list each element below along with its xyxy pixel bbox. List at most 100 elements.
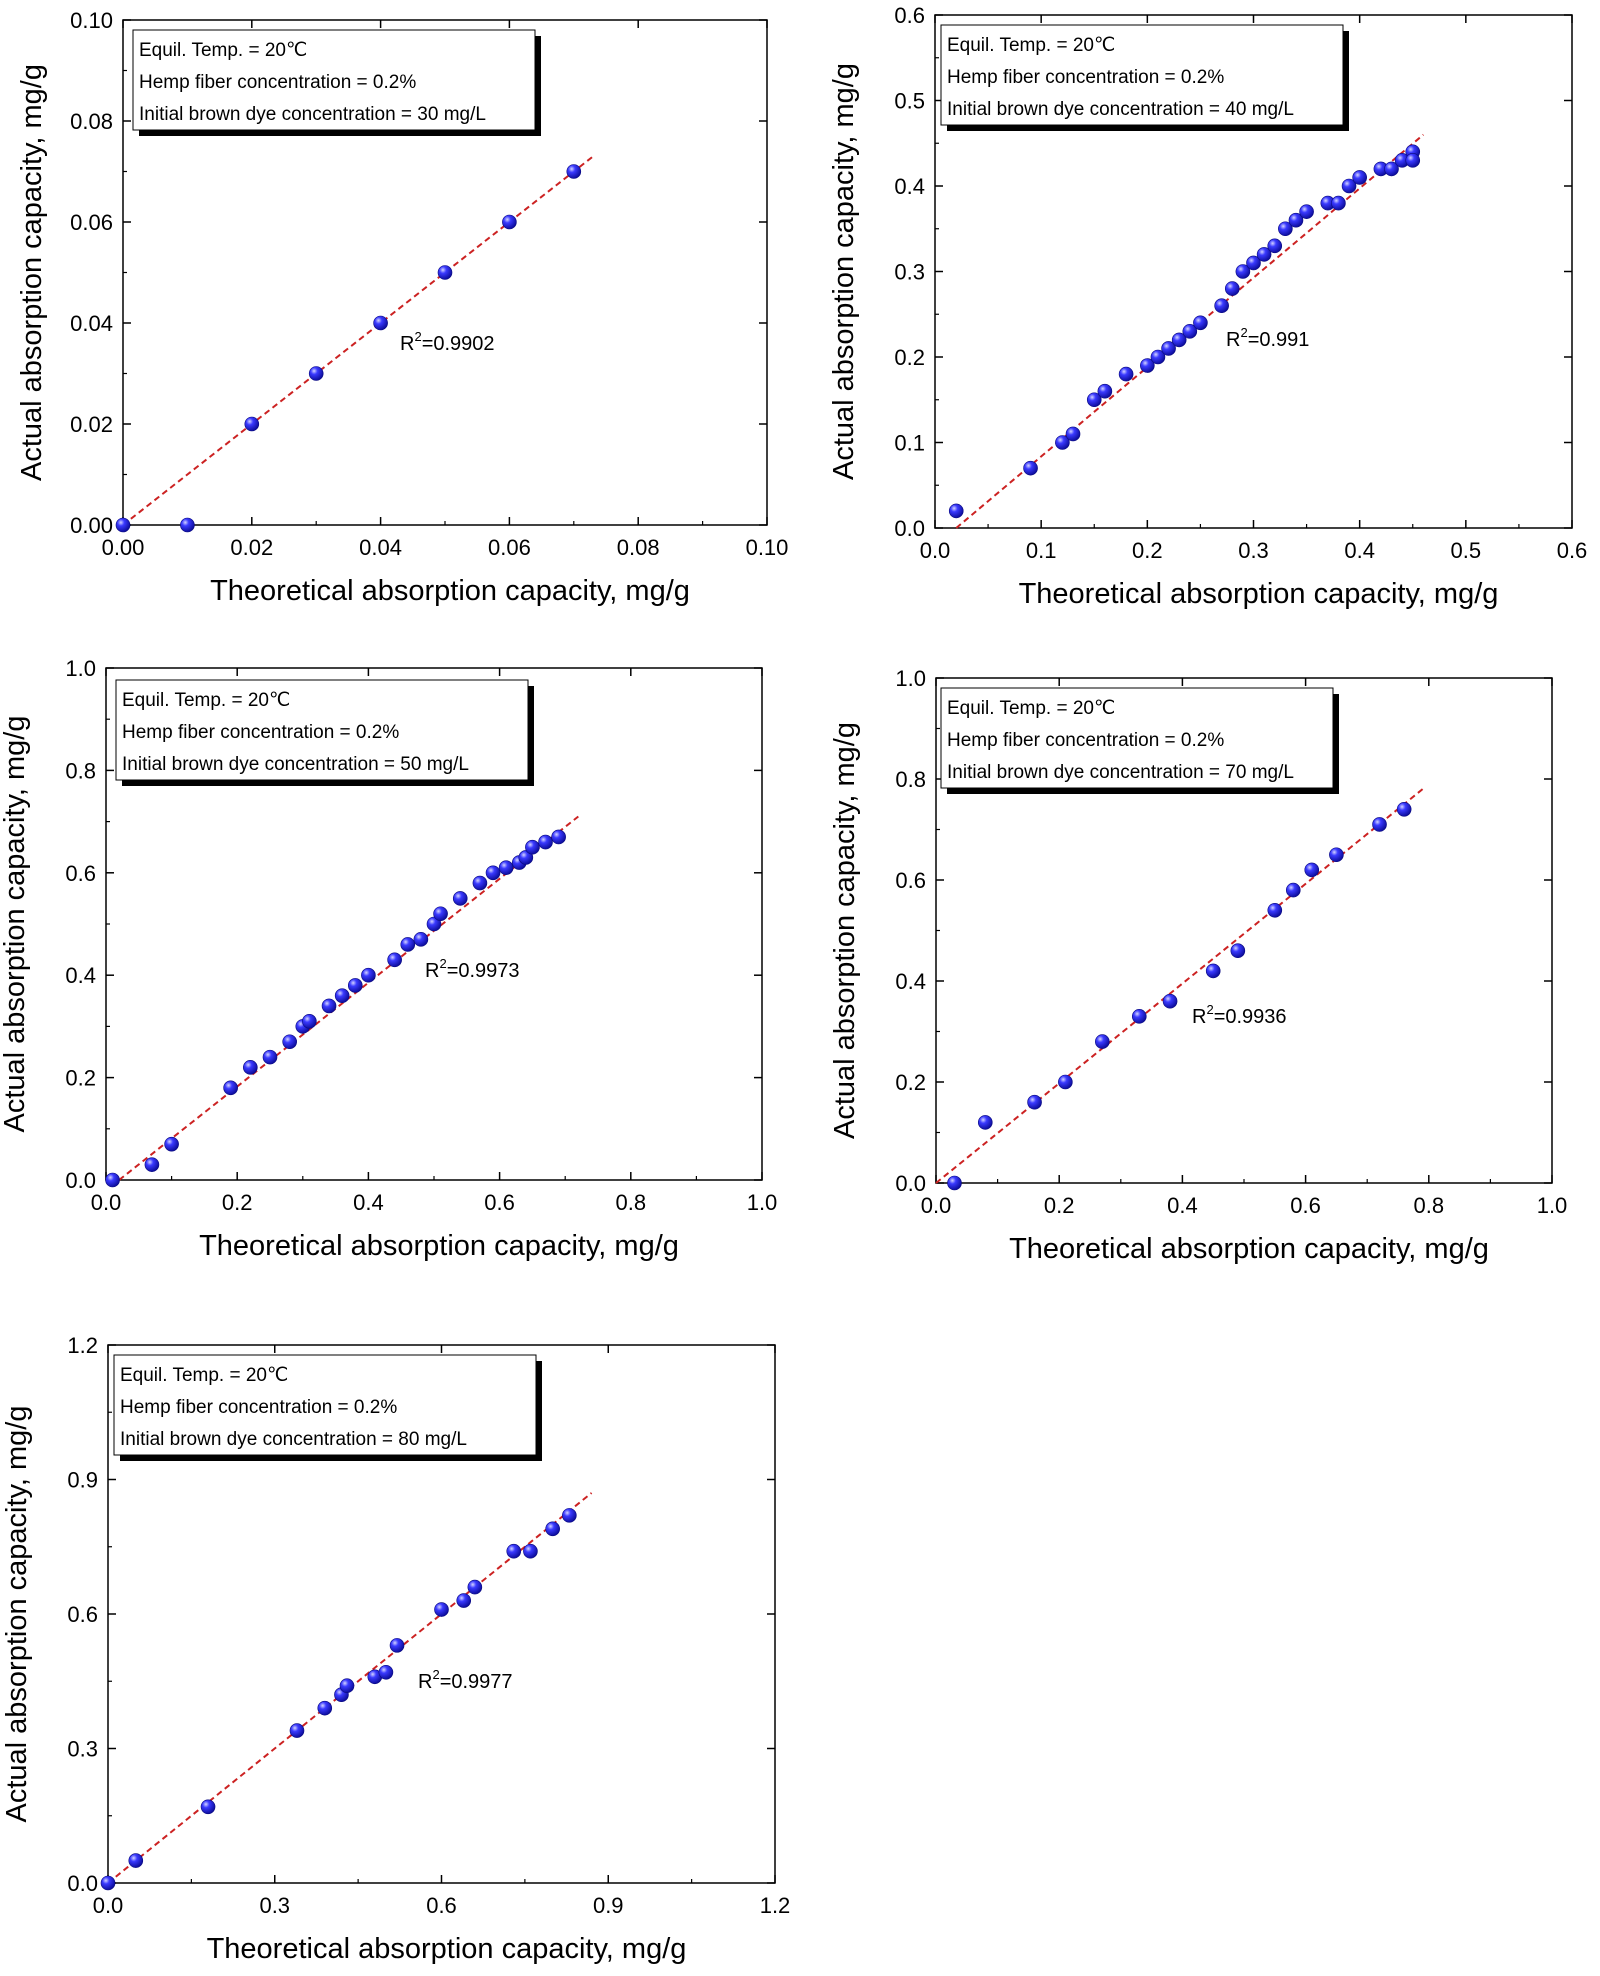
data-point [361, 967, 376, 983]
legend-entry: Equil. Temp. = 20℃ [947, 698, 1115, 719]
data-point [282, 1034, 297, 1050]
data-point [1285, 882, 1301, 898]
data-point [1278, 221, 1293, 237]
data-point [373, 315, 388, 331]
data-point [506, 1543, 522, 1559]
data-point [566, 164, 582, 179]
data-point [389, 1638, 405, 1653]
y-tick-label: 1.0 [895, 666, 926, 691]
y-tick-label: 0.04 [70, 311, 113, 336]
data-point [1396, 801, 1412, 817]
legend-box [115, 679, 529, 781]
data-point [1182, 324, 1198, 339]
data-point [223, 1080, 238, 1096]
data-point [1205, 963, 1221, 979]
y-tick-label: 0.4 [894, 174, 925, 199]
data-point [502, 214, 517, 230]
y-tick-label: 0.2 [65, 1066, 96, 1091]
data-point [1288, 212, 1304, 228]
data-point [1372, 817, 1387, 832]
y-tick-label: 0.00 [70, 513, 113, 538]
y-tick-label: 0.1 [894, 431, 925, 456]
legend-entry: Hemp fiber concentration = 0.2% [139, 72, 416, 93]
y-tick-label: 0.4 [65, 963, 96, 988]
chart-panel-4: 0.0 0.2 0.4 0.6 0.8 1.0 0.0 0.2 0.4 0.6 0.8 1.0 Theo… [829, 666, 1567, 1265]
x-tick-label: 0.4 [1167, 1193, 1198, 1218]
y-tick-label: 1.2 [67, 1333, 98, 1358]
legend-entry: Initial brown dye concentration = 80 mg/… [120, 1429, 467, 1450]
x-tick-label: 0.6 [426, 1893, 457, 1918]
data-point [437, 265, 453, 280]
y-tick-label: 1.0 [65, 656, 96, 681]
data-point [128, 1853, 144, 1868]
data-point [413, 932, 429, 947]
y-tick-label: 0.6 [895, 868, 926, 893]
data-point [308, 366, 324, 381]
x-tick-label: 0.2 [222, 1190, 253, 1215]
legend-entry: Equil. Temp. = 20℃ [947, 35, 1115, 56]
data-point [302, 1013, 317, 1029]
data-point [334, 988, 350, 1003]
data-point [562, 1508, 577, 1523]
data-point [948, 503, 964, 519]
y-tick-label: 0.0 [67, 1871, 98, 1896]
y-axis-title: Actual absorption capacity, mg/g [1, 1406, 33, 1823]
x-tick-label: 0.04 [359, 535, 402, 560]
y-tick-label: 0.4 [895, 969, 926, 994]
x-tick-label: 1.2 [760, 1893, 791, 1918]
data-point [1384, 161, 1399, 177]
data-point [1299, 204, 1314, 219]
data-point [1027, 1094, 1042, 1110]
data-point [1304, 862, 1320, 878]
x-axis-title: Theoretical absorption capacity, mg/g [207, 1933, 687, 1965]
y-tick-label: 0.10 [70, 8, 113, 33]
x-tick-label: 0.1 [1026, 538, 1057, 563]
data-point [144, 1157, 160, 1172]
fit-line [122, 155, 594, 526]
legend-box [940, 687, 1334, 789]
data-point [1193, 315, 1208, 331]
fit-line [935, 788, 1424, 1184]
data-point [400, 937, 416, 952]
legend-entry: Initial brown dye concentration = 70 mg/… [947, 762, 1294, 783]
data-point [485, 865, 501, 881]
x-tick-label: 0.3 [259, 1893, 290, 1918]
data-point [472, 875, 488, 891]
data-point [1224, 281, 1240, 296]
chart-panel-1: 0.00 0.02 0.04 0.06 0.08 0.10 0.00 0.02 0.04 0.06… [16, 8, 788, 607]
chart-panel-5: 0.0 0.3 0.6 0.9 1.2 0.0 0.3 0.6 0.9 1.2 Theoretica… [1, 1333, 790, 1965]
x-tick-label: 0.4 [1344, 538, 1375, 563]
x-tick-label: 0.2 [1132, 538, 1163, 563]
legend-box [132, 29, 536, 131]
legend-box [940, 24, 1344, 126]
data-point [244, 416, 260, 432]
data-point [1161, 341, 1176, 356]
x-tick-label: 0.6 [1557, 538, 1588, 563]
y-tick-label: 0.0 [894, 516, 925, 541]
x-tick-label: 0.9 [593, 1893, 624, 1918]
legend-entry: Equil. Temp. = 20℃ [139, 40, 307, 61]
data-point [518, 850, 534, 865]
r-squared-label: R2=0.9973 [425, 956, 520, 982]
r-squared-label: R2=0.9936 [1192, 1002, 1287, 1028]
x-tick-label: 0.6 [484, 1190, 515, 1215]
x-axis-title: Theoretical absorption capacity, mg/g [1019, 578, 1499, 610]
y-axis-title: Actual absorption capacity, mg/g [0, 716, 31, 1133]
data-point [1086, 392, 1102, 408]
data-point [1352, 170, 1367, 185]
data-point [452, 891, 468, 906]
data-point [1329, 847, 1344, 863]
y-tick-label: 0.6 [894, 3, 925, 28]
x-tick-label: 0.8 [1414, 1193, 1445, 1218]
r-squared-label: R2=0.9902 [400, 329, 495, 355]
y-tick-label: 0.0 [895, 1171, 926, 1196]
data-point [180, 517, 195, 533]
y-tick-label: 0.6 [65, 861, 96, 886]
data-point [1162, 993, 1178, 1009]
data-point [1095, 1034, 1110, 1049]
y-tick-label: 0.3 [67, 1737, 98, 1762]
y-tick-label: 0.8 [895, 767, 926, 792]
x-tick-label: 0.2 [1044, 1193, 1075, 1218]
r-squared-label: R2=0.991 [1226, 325, 1309, 351]
x-tick-label: 0.0 [93, 1893, 124, 1918]
